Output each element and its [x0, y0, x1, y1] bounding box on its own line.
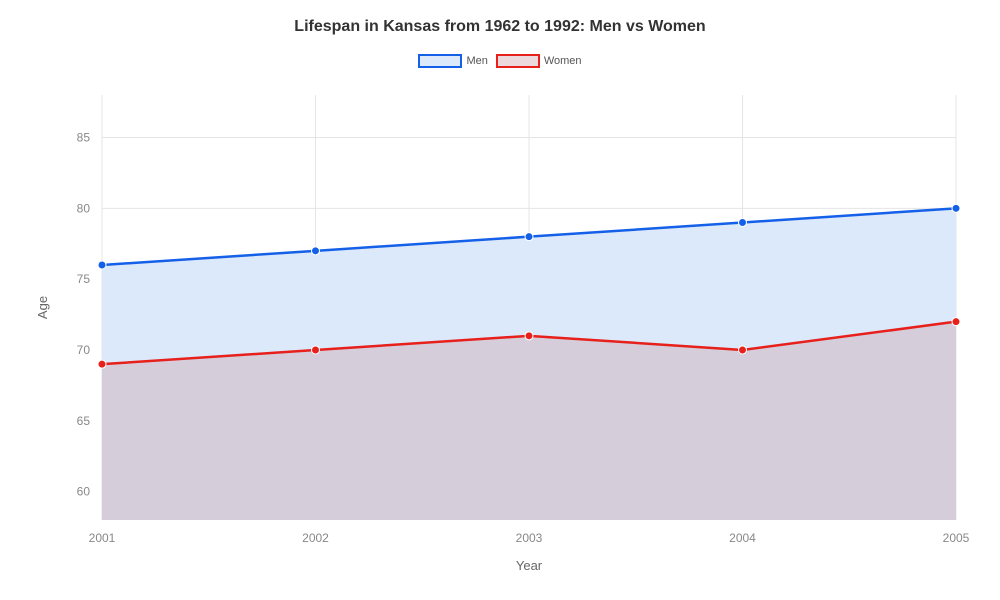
chart-container: Lifespan in Kansas from 1962 to 1992: Me… [0, 0, 1000, 600]
series-marker-women [312, 346, 320, 354]
x-tick-label: 2002 [302, 531, 329, 545]
y-tick-labels: 60 65 70 75 80 85 [77, 131, 91, 499]
x-tick-label: 2004 [729, 531, 756, 545]
y-axis-label: Age [35, 296, 50, 319]
series-marker-men [98, 261, 106, 269]
y-tick-label: 85 [77, 131, 91, 145]
x-axis-label: Year [516, 558, 543, 573]
y-tick-label: 60 [77, 485, 91, 499]
x-tick-label: 2005 [943, 531, 970, 545]
series-marker-men [312, 247, 320, 255]
series-marker-men [739, 219, 747, 227]
series-marker-women [739, 346, 747, 354]
series-areas [102, 208, 956, 520]
y-tick-label: 70 [77, 343, 91, 357]
series-marker-women [525, 332, 533, 340]
x-tick-labels: 2001 2002 2003 2004 2005 [89, 531, 970, 545]
series-marker-men [952, 204, 960, 212]
y-tick-label: 75 [77, 272, 91, 286]
x-tick-label: 2003 [516, 531, 543, 545]
series-marker-men [525, 233, 533, 241]
y-tick-label: 80 [77, 201, 91, 215]
y-tick-label: 65 [77, 414, 91, 428]
series-marker-women [952, 318, 960, 326]
plot-svg: 2001 2002 2003 2004 2005 60 65 70 75 80 85 Year A… [0, 0, 1000, 600]
series-marker-women [98, 360, 106, 368]
x-tick-label: 2001 [89, 531, 116, 545]
